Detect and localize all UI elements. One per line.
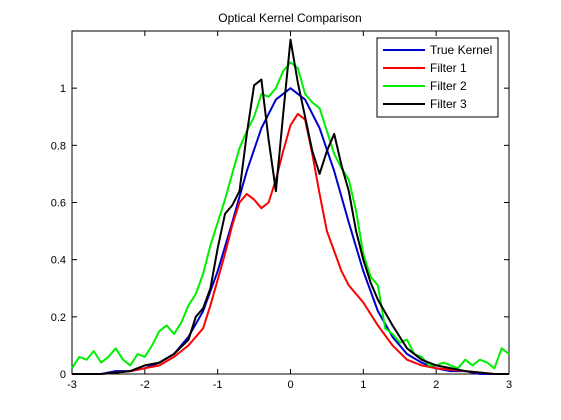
y-tick-label: 1 (60, 83, 66, 95)
x-tick-label: 3 (506, 379, 512, 391)
x-tick-label: -3 (67, 379, 77, 391)
y-tick-label: 0 (60, 369, 66, 381)
y-tick-label: 0.8 (51, 140, 66, 152)
y-tick-label: 0.6 (51, 198, 66, 210)
y-tick-label: 0.4 (51, 255, 66, 267)
legend: True Kernel Filter 1 Filter 2 Filter 3 (377, 38, 498, 117)
legend-label: Filter 1 (430, 61, 467, 75)
legend-label: Filter 2 (430, 79, 467, 93)
chart-title: Optical Kernel Comparison (218, 11, 361, 25)
x-tick-label: -2 (140, 379, 150, 391)
x-tick-label: 2 (433, 379, 439, 391)
x-tick-label: 1 (360, 379, 366, 391)
legend-label: True Kernel (430, 43, 492, 57)
x-tick-label: 0 (287, 379, 293, 391)
legend-label: Filter 3 (430, 97, 467, 111)
y-tick-label: 0.2 (51, 312, 66, 324)
x-tick-label: -1 (213, 379, 223, 391)
